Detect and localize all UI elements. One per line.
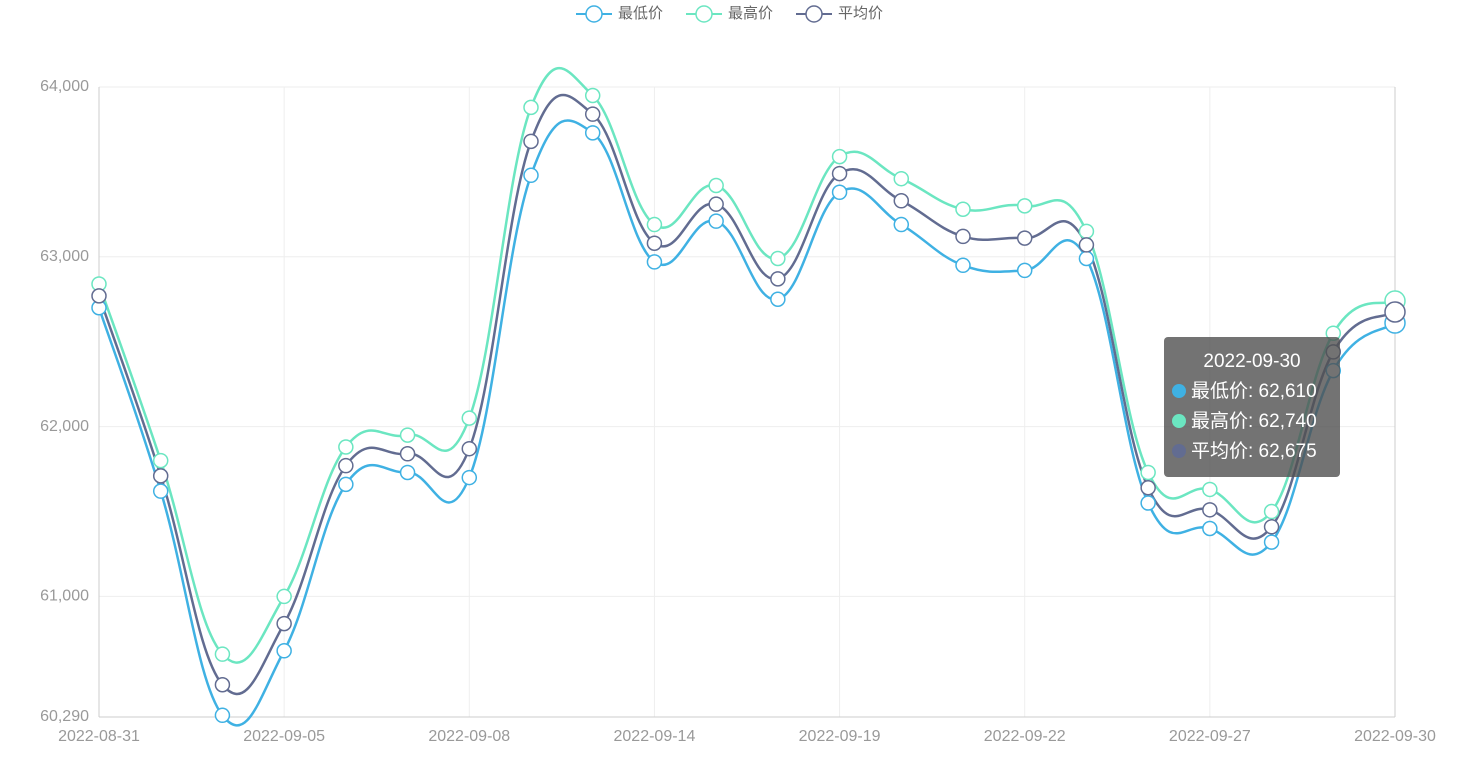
- data-point: [399, 427, 416, 443]
- data-point: [955, 257, 971, 274]
- data-point: [276, 588, 292, 605]
- tooltip-row: 平均价: 62,675: [1172, 437, 1332, 467]
- data-point: [1202, 481, 1218, 498]
- data-point: [646, 254, 663, 270]
- data-point: [338, 476, 354, 493]
- tooltip-dot: [1172, 384, 1186, 398]
- data-point: [1078, 237, 1095, 253]
- data-point: [708, 213, 724, 229]
- x-tick-label: 2022-09-30: [1354, 728, 1436, 745]
- data-point: [1140, 495, 1156, 511]
- data-point: [770, 291, 786, 308]
- tooltip: 2022-09-30 最低价: 62,610 最高价: 62,740 平均价: 62…: [1164, 337, 1340, 477]
- data-point: [461, 410, 478, 426]
- data-point: [461, 440, 478, 457]
- data-point: [523, 167, 539, 184]
- data-point: [1078, 250, 1095, 267]
- legend-label: 平均价: [838, 5, 883, 22]
- y-tick-label: 60,290: [40, 708, 89, 725]
- data-point: [893, 193, 910, 209]
- data-point: [831, 165, 848, 182]
- y-tick-label: 64,000: [40, 78, 89, 95]
- data-point: [152, 468, 169, 484]
- data-point: [1263, 503, 1280, 520]
- data-point: [770, 250, 786, 267]
- x-tick-label: 2022-09-27: [1169, 728, 1251, 745]
- data-point: [1384, 301, 1406, 323]
- data-point: [399, 446, 416, 462]
- legend-marker: [695, 5, 713, 23]
- data-point: [338, 457, 354, 474]
- x-tick-label: 2022-09-22: [984, 728, 1066, 745]
- data-point: [1140, 464, 1156, 481]
- y-tick-label: 62,000: [40, 418, 89, 435]
- data-point: [338, 439, 354, 455]
- data-point: [646, 216, 663, 233]
- data-point: [955, 201, 971, 218]
- data-point: [214, 676, 231, 693]
- tooltip-title: 2022-09-30: [1203, 351, 1301, 372]
- tooltip-item: 最高价: 62,740: [1191, 411, 1317, 432]
- data-point: [1140, 480, 1156, 496]
- data-point: [276, 615, 292, 632]
- legend-label: 最高价: [728, 5, 773, 22]
- x-tick-label: 2022-09-08: [428, 728, 510, 745]
- x-tick-label: 2022-09-19: [799, 728, 881, 745]
- data-point: [831, 184, 848, 201]
- legend-label: 最低价: [618, 5, 663, 22]
- y-tick-label: 61,000: [40, 588, 89, 605]
- x-tick-label: 2022-09-05: [243, 728, 325, 745]
- data-point: [461, 469, 478, 486]
- data-point: [1263, 519, 1280, 535]
- data-point: [523, 133, 539, 150]
- data-point: [91, 288, 107, 304]
- data-point: [708, 196, 724, 212]
- tooltip-dot: [1172, 444, 1186, 458]
- legend-marker: [805, 5, 823, 23]
- data-point: [1263, 534, 1280, 550]
- data-point: [584, 87, 601, 104]
- data-point: [1202, 502, 1218, 518]
- y-tick-label: 63,000: [40, 248, 89, 265]
- tooltip-row: 最低价: 62,610: [1172, 377, 1332, 407]
- data-point: [584, 106, 601, 122]
- data-point: [893, 170, 910, 187]
- data-point: [1016, 262, 1033, 279]
- data-point: [584, 125, 601, 141]
- data-point: [152, 483, 169, 499]
- data-point: [152, 452, 169, 469]
- tooltip-row: 最高价: 62,740: [1172, 407, 1332, 437]
- x-tick-label: 2022-09-14: [614, 728, 696, 745]
- tooltip-item: 最低价: 62,610: [1191, 381, 1317, 402]
- legend-marker: [585, 5, 603, 23]
- data-point: [955, 228, 971, 245]
- x-tick-label: 2022-08-31: [58, 728, 140, 745]
- data-point: [646, 235, 663, 251]
- data-point: [831, 148, 848, 165]
- data-point: [1202, 520, 1218, 537]
- data-point: [214, 646, 231, 662]
- tooltip-dot: [1172, 414, 1186, 428]
- data-point: [276, 643, 292, 659]
- data-point: [1016, 198, 1033, 214]
- data-point: [770, 271, 786, 287]
- data-point: [1078, 223, 1095, 240]
- data-point: [708, 177, 724, 194]
- data-point: [893, 216, 910, 233]
- tooltip-item: 平均价: 62,675: [1191, 441, 1317, 462]
- data-point: [1016, 230, 1033, 246]
- data-point: [214, 707, 231, 724]
- data-point: [523, 99, 539, 116]
- data-point: [399, 464, 416, 481]
